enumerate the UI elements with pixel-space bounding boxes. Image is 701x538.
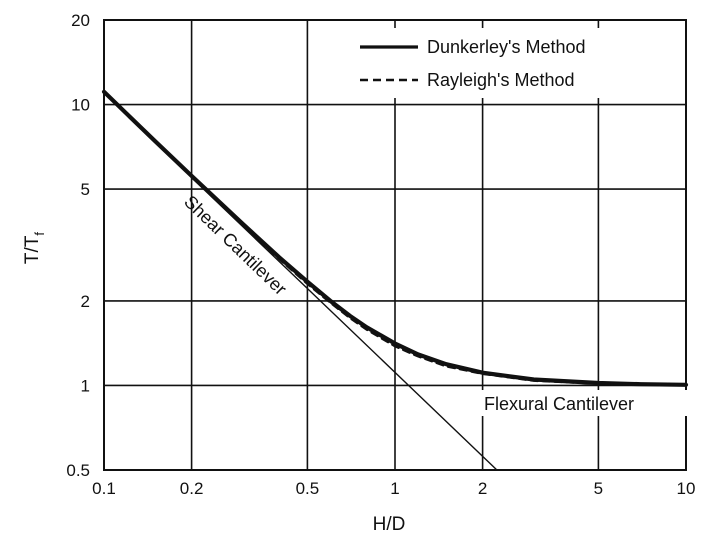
legend-label-rayleigh: Rayleigh's Method [427, 70, 575, 90]
x-tick-label: 0.2 [180, 479, 204, 498]
annotation-shear-cantilever: Shear Cantilever [180, 191, 290, 299]
y-tick-labels: 0.5 1 2 5 10 20 [66, 11, 90, 480]
x-tick-label: 5 [594, 479, 603, 498]
annotation-flexural-cantilever: Flexural Cantilever [484, 394, 634, 414]
annotation-flexural-background [478, 390, 688, 416]
y-tick-label: 0.5 [66, 461, 90, 480]
x-tick-label: 2 [478, 479, 487, 498]
x-tick-label: 0.1 [92, 479, 116, 498]
x-tick-label: 0.5 [296, 479, 320, 498]
series-layer [101, 89, 689, 471]
x-tick-label: 1 [390, 479, 399, 498]
series-line-2 [103, 92, 205, 190]
x-tick-label: 10 [677, 479, 696, 498]
y-tick-label: 10 [71, 96, 90, 115]
legend: Dunkerley's Method Rayleigh's Method [352, 28, 657, 98]
legend-label-dunkerley: Dunkerley's Method [427, 37, 586, 57]
y-axis-label-main: T/T [22, 235, 43, 264]
y-axis-label: T/Tf [22, 232, 47, 265]
x-tick-labels: 0.1 0.2 0.5 1 2 5 10 [92, 479, 695, 498]
y-tick-label: 5 [81, 180, 90, 199]
y-tick-label: 2 [81, 292, 90, 311]
series-line-3 [202, 188, 498, 471]
y-tick-label: 20 [71, 11, 90, 30]
x-axis-label: H/D [373, 514, 406, 535]
y-tick-label: 1 [81, 376, 90, 395]
legend-background [352, 28, 657, 98]
y-axis-label-subscript: f [32, 232, 47, 236]
plot-frame [103, 19, 687, 471]
series-line-1 [102, 91, 688, 387]
